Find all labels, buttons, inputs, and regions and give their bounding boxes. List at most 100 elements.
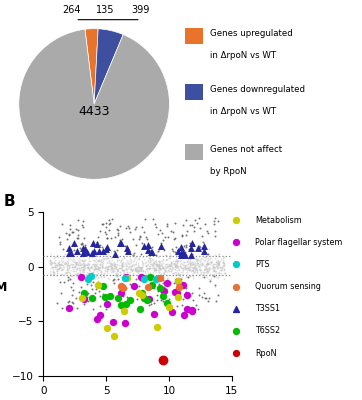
Point (66, 262, 72, 268)
Point (194, 260, 199, 266)
Point (204, 261, 210, 267)
Point (104, 259, 109, 265)
Point (212, 265, 218, 271)
Point (151, 285, 156, 291)
Point (173, 220, 178, 226)
Point (179, 269, 185, 275)
Point (110, 277, 116, 283)
Point (158, 242, 164, 249)
Point (169, 246, 175, 252)
Point (59, 304, 65, 311)
Point (221, 260, 227, 266)
Point (101, 256, 107, 262)
Point (86, 255, 92, 261)
Point (172, 269, 178, 276)
Point (187, 292, 193, 298)
Point (73, 260, 79, 266)
Point (169, 228, 174, 234)
Point (107, 264, 113, 270)
Point (153, 276, 159, 282)
Point (121, 267, 127, 274)
Point (194, 257, 199, 264)
Point (216, 251, 222, 258)
Point (222, 267, 227, 273)
Point (131, 283, 136, 289)
Point (185, 274, 191, 280)
Point (112, 261, 118, 268)
Point (139, 258, 145, 264)
Point (138, 264, 143, 270)
Point (161, 247, 167, 254)
Point (189, 251, 194, 258)
Point (172, 262, 177, 269)
Point (182, 252, 188, 259)
Point (66, 232, 72, 238)
Point (113, 265, 119, 271)
Point (138, 267, 144, 273)
Point (138, 233, 143, 239)
Point (194, 262, 199, 268)
Point (193, 257, 199, 264)
Point (157, 226, 163, 233)
Point (189, 251, 195, 257)
Point (188, 255, 193, 261)
Point (201, 274, 207, 280)
Point (168, 265, 173, 271)
Point (89, 295, 95, 301)
Point (213, 274, 219, 281)
Point (190, 265, 196, 271)
Point (206, 269, 211, 275)
Point (66, 298, 72, 305)
Point (147, 274, 153, 280)
Point (118, 280, 123, 286)
Point (177, 273, 182, 280)
Point (168, 259, 174, 266)
Point (211, 270, 217, 277)
Point (147, 259, 152, 265)
Point (154, 261, 160, 268)
Point (205, 261, 211, 268)
Point (205, 268, 211, 274)
Point (134, 269, 140, 275)
Point (87, 260, 92, 267)
Point (80, 262, 86, 268)
Point (190, 272, 196, 279)
Point (194, 258, 200, 264)
Point (79, 261, 85, 268)
Point (151, 278, 157, 284)
Point (118, 265, 124, 271)
Point (64, 262, 70, 269)
Point (115, 267, 121, 274)
Point (89, 264, 95, 271)
Point (199, 262, 205, 268)
Point (66, 264, 72, 270)
Point (180, 296, 186, 302)
Point (124, 269, 130, 276)
Point (88, 264, 94, 270)
Point (187, 273, 193, 280)
Point (73, 258, 79, 265)
Point (80, 264, 86, 270)
Point (215, 292, 221, 298)
Point (80, 268, 85, 275)
Point (126, 260, 131, 266)
Point (160, 260, 165, 266)
Point (78, 284, 84, 290)
Point (157, 262, 163, 269)
Point (132, 261, 138, 267)
Point (93, 262, 99, 268)
Point (64, 261, 70, 268)
Point (185, 291, 190, 298)
Point (138, 268, 144, 274)
Point (118, 290, 124, 296)
Point (132, 266, 138, 272)
Point (123, 303, 129, 310)
Point (75, 257, 81, 263)
Point (107, 220, 113, 226)
Point (140, 254, 146, 260)
Point (174, 303, 180, 310)
Point (153, 252, 159, 258)
Point (138, 265, 144, 272)
Point (136, 254, 142, 261)
Point (124, 245, 130, 251)
